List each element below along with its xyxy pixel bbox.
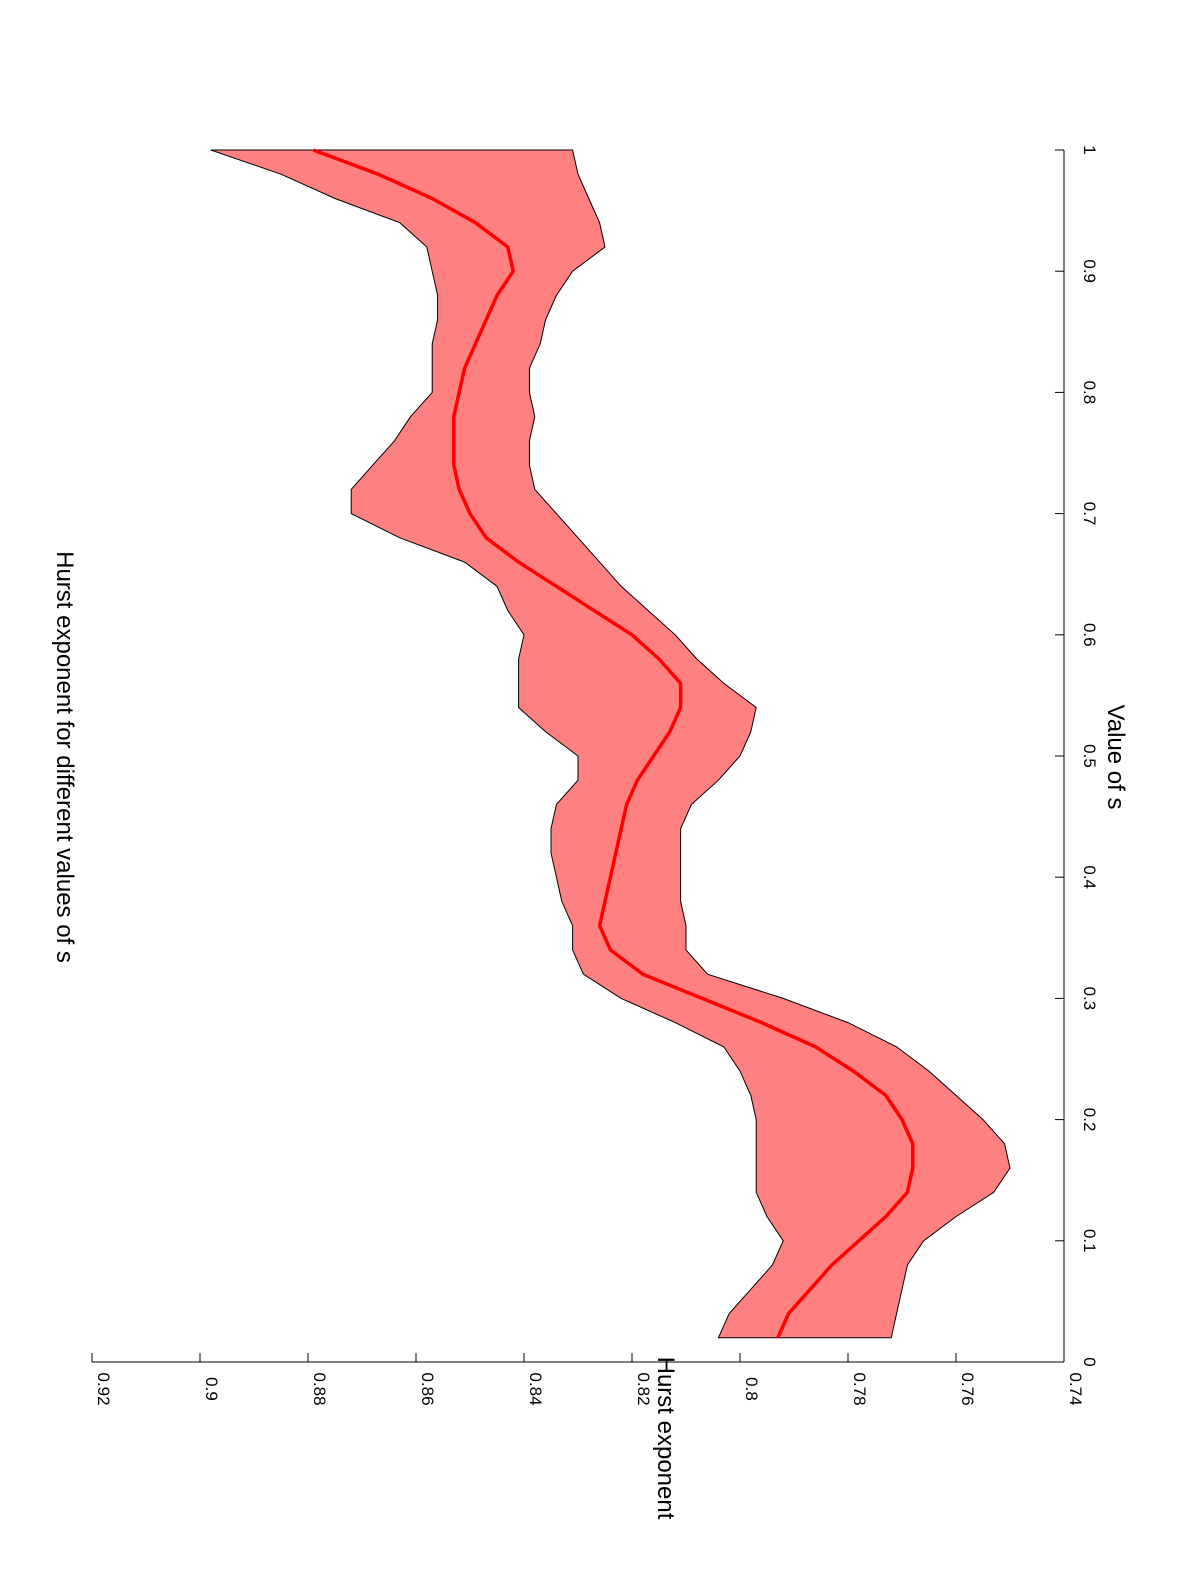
x-ticks: 0 0.1 0.2 0.3 0.4 0.5 0.6 0.7 0.8 0.9 1	[1055, 145, 1099, 1367]
y-tick-label: 0.74	[1066, 1372, 1085, 1405]
x-tick-label: 0.3	[1080, 987, 1099, 1011]
y-ticks: 0.74 0.76 0.78 0.8 0.82 0.84 0.86 0.88 0.9 0.92	[91, 1353, 1085, 1406]
y-tick-label: 0.84	[526, 1372, 545, 1405]
x-tick-label: 1	[1080, 145, 1099, 154]
x-tick-label: 0.5	[1080, 744, 1099, 768]
x-tick-label: 0.4	[1080, 865, 1099, 889]
y-tick-label: 0.86	[418, 1372, 437, 1405]
y-tick-label: 0.76	[958, 1372, 977, 1405]
y-tick-label: 0.92	[94, 1372, 113, 1405]
plot-area	[210, 148, 1011, 1339]
y-tick-label: 0.8	[742, 1377, 761, 1401]
mean-line	[312, 148, 915, 1339]
chart-title: Hurst exponent for different values of s	[51, 551, 78, 963]
x-tick-label: 0.8	[1080, 381, 1099, 405]
x-tick-label: 0.6	[1080, 623, 1099, 647]
x-tick-label: 0.1	[1080, 1229, 1099, 1253]
y-tick-label: 0.82	[634, 1372, 653, 1405]
x-tick-label: 0.2	[1080, 1108, 1099, 1132]
x-tick-label: 0	[1080, 1357, 1099, 1366]
y-axis-label: Hurst exponent	[652, 1357, 679, 1520]
x-tick-label: 0.9	[1080, 259, 1099, 283]
y-tick-label: 0.9	[202, 1377, 221, 1401]
x-tick-label: 0.7	[1080, 502, 1099, 526]
y-tick-label: 0.78	[850, 1372, 869, 1405]
confidence-band	[210, 149, 1011, 1339]
y-tick-label: 0.88	[310, 1372, 329, 1405]
x-axis-label: Value of s	[1102, 705, 1129, 810]
